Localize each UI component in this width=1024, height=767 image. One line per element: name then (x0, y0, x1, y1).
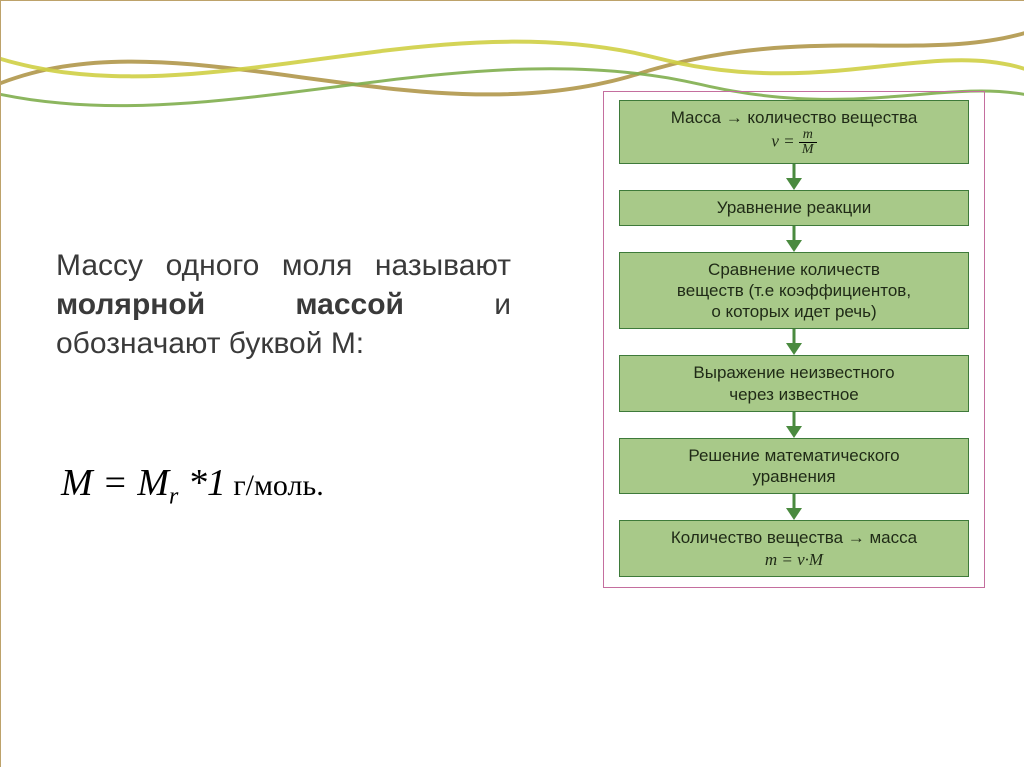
flow-node-n2: Уравнение реакции (619, 190, 969, 225)
formula-eq: = (93, 462, 138, 504)
flow-node-line: Выражение неизвестного (628, 362, 960, 383)
flow-node-line: веществ (т.е коэффициентов, (628, 280, 960, 301)
flow-node-n6: Количество вещества → массаm = ν·M (619, 520, 969, 577)
flow-node-n4: Выражение неизвестногочерез известное (619, 355, 969, 412)
flow-node-line: Количество вещества → масса (628, 527, 960, 548)
definition-part1: Массу одного моля называют (56, 249, 511, 282)
flow-node-line: уравнения (628, 466, 960, 487)
flowchart: Масса → количество веществаν = mM Уравнен… (604, 92, 984, 587)
flow-node-line: Сравнение количеств (628, 259, 960, 280)
flow-arrow (782, 494, 806, 520)
flow-node-line: Решение математического (628, 445, 960, 466)
definition-bold: молярной массой (56, 288, 404, 321)
formula-M: M (137, 462, 169, 504)
flow-arrow (782, 412, 806, 438)
flow-arrow (782, 329, 806, 355)
definition-text: Массу одного моля называют молярной масс… (56, 246, 511, 363)
formula-lhs: M (61, 462, 93, 504)
formula-sub-r: r (169, 484, 178, 510)
formula-tail: *1 (178, 462, 226, 504)
flow-arrow (782, 164, 806, 190)
flow-node-line: Уравнение реакции (628, 197, 960, 218)
flow-node-n3: Сравнение количестввеществ (т.е коэффици… (619, 252, 969, 330)
flow-node-line: о которых идет речь) (628, 301, 960, 322)
flowchart-frame: Масса → количество веществаν = mM Уравнен… (603, 91, 985, 588)
flow-node-line: через известное (628, 384, 960, 405)
formula-unit: г/моль. (226, 469, 324, 502)
flow-arrow (782, 226, 806, 252)
slide: Массу одного моля называют молярной масс… (0, 0, 1024, 767)
flow-node-n1: Масса → количество веществаν = mM (619, 100, 969, 164)
flow-node-line: Масса → количество вещества (628, 107, 960, 128)
flow-node-n5: Решение математическогоуравнения (619, 438, 969, 495)
molar-mass-formula: M = Mr *1 г/моль. (61, 461, 324, 511)
